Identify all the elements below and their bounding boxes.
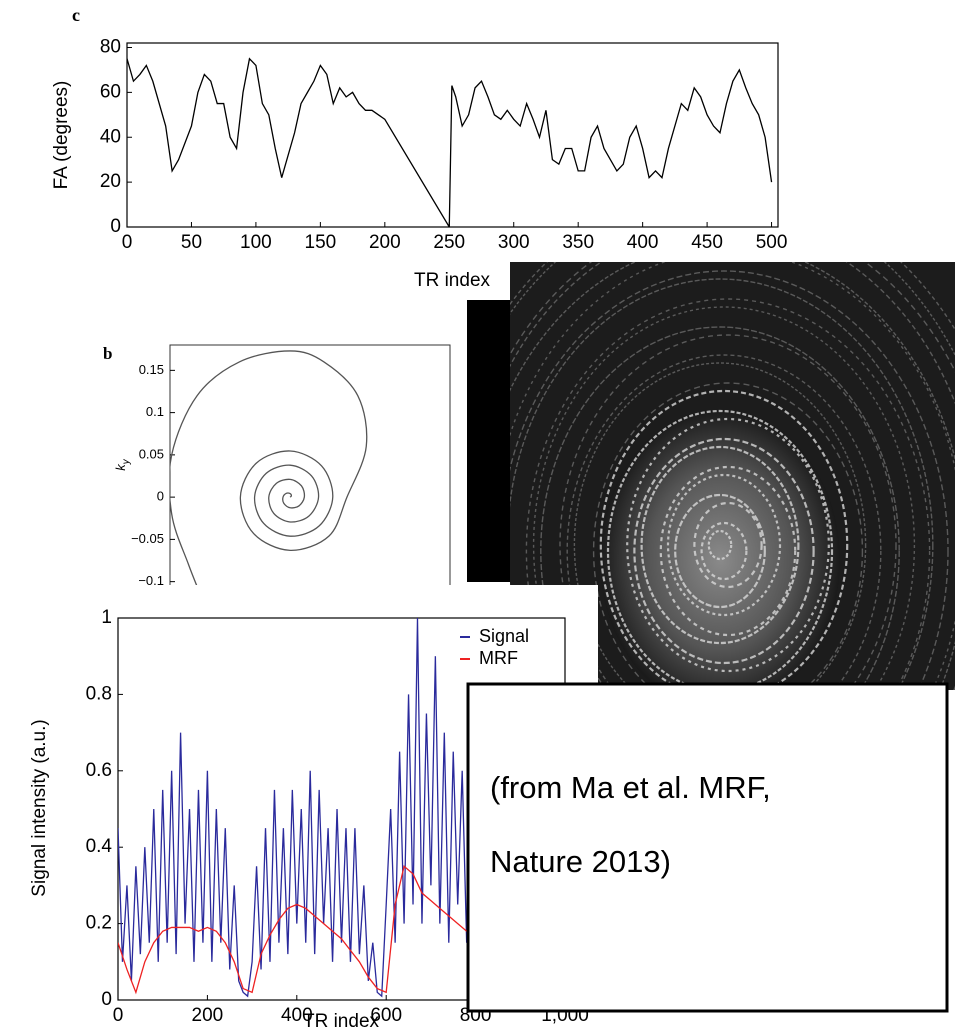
- y-axis-label: Signal intensity (a.u.): [29, 719, 50, 896]
- plot-frame: [169, 344, 451, 608]
- data-line: [127, 57, 773, 227]
- image-ring: [693, 501, 763, 589]
- image-ring: [573, 362, 867, 690]
- image-ring: [532, 306, 916, 690]
- y-tick-label: 1: [101, 607, 112, 628]
- y-tick-label: 0.6: [86, 760, 112, 781]
- plot-frame: [126, 42, 779, 228]
- y-tick-label: 0.1: [146, 404, 164, 419]
- y-tick-label: 0: [157, 489, 164, 504]
- image-ring: [606, 409, 834, 690]
- x-tick-label: 0: [113, 1005, 124, 1026]
- fa-panel: 0 50 100 150 200 250 300 350 400 450 500 0 20 40 60 80 c…: [51, 5, 787, 291]
- image-ring: [707, 529, 733, 561]
- x-tick-label: 300: [498, 232, 530, 253]
- y-axis-label: FA (degrees): [51, 81, 72, 190]
- y-tick-label: 0.4: [86, 836, 113, 857]
- image-ring: [633, 437, 815, 665]
- x-axis-label: TR index: [303, 1011, 380, 1032]
- y-axis-label-part: k: [113, 463, 128, 471]
- x-tick-label: 200: [192, 1005, 224, 1026]
- y-tick-label: 0: [101, 989, 112, 1010]
- image-ring: [559, 334, 897, 690]
- image-ring: [540, 326, 900, 690]
- y-tick-label: 40: [100, 126, 121, 147]
- y-tick-label: 80: [100, 37, 121, 58]
- image-ring: [626, 417, 830, 673]
- image-ring: [674, 493, 766, 609]
- y-tick-label: −0.1: [138, 573, 164, 588]
- panel-label: c: [72, 5, 80, 25]
- y-tick-label: 60: [100, 81, 121, 102]
- y-axis-label-part: y: [121, 458, 132, 465]
- y-axis-label: ky: [113, 458, 131, 471]
- image-ring: [510, 278, 934, 690]
- x-tick-label: 400: [281, 1005, 313, 1026]
- caption-frame: [466, 682, 949, 1013]
- image-ring: [659, 465, 797, 637]
- y-tick-label: 0.2: [86, 913, 112, 934]
- image-blob: [600, 410, 840, 690]
- x-tick-label: 100: [240, 232, 272, 253]
- panel-label: b: [103, 344, 112, 363]
- series-group: [127, 57, 773, 227]
- caption-line: (from Ma et al. MRF,: [490, 770, 771, 805]
- image-texture: [510, 262, 955, 690]
- y-tick-label: 0.05: [139, 446, 164, 461]
- series-group: [170, 350, 368, 607]
- x-tick-label: 400: [627, 232, 659, 253]
- trajectory-panel: 0.15 0.1 0.05 0 −0.05 −0.1 b ky: [103, 344, 451, 608]
- x-tick-label: 450: [691, 232, 723, 253]
- x-tick-label: 500: [756, 232, 788, 253]
- x-tick-label: 50: [181, 232, 202, 253]
- image-ring: [592, 382, 864, 690]
- y-tick-label: 0.8: [86, 683, 112, 704]
- y-tick-label: −0.05: [131, 531, 164, 546]
- y-tick-label: 20: [100, 171, 121, 192]
- image-ring: [510, 270, 949, 690]
- x-tick-label: 350: [562, 232, 594, 253]
- x-tick-label: 150: [305, 232, 337, 253]
- data-line: [170, 350, 368, 607]
- caption-line: Nature 2013): [490, 844, 671, 879]
- y-tick-label: 0.15: [139, 362, 164, 377]
- legend-label: Signal: [479, 626, 529, 646]
- image-ring: [599, 389, 849, 690]
- x-axis-label: TR index: [414, 270, 491, 291]
- x-tick-label: 250: [433, 232, 465, 253]
- image-ring: [566, 354, 882, 690]
- image-ring: [666, 473, 782, 617]
- image-ring: [700, 521, 748, 581]
- legend-label: MRF: [479, 648, 518, 668]
- image-ring: [640, 445, 800, 645]
- x-tick-label: 200: [369, 232, 401, 253]
- image-ring: [525, 298, 931, 690]
- caption-box: (from Ma et al. MRF, Nature 2013): [466, 682, 949, 1013]
- x-tick-label: 0: [122, 232, 133, 253]
- x-tick-label: 600: [370, 1005, 402, 1026]
- y-tick-label: 0: [110, 216, 121, 237]
